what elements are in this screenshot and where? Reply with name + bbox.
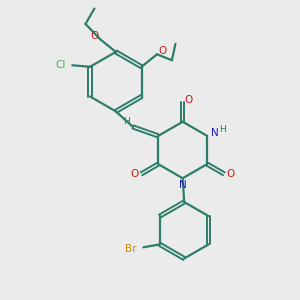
Text: N: N bbox=[179, 180, 187, 190]
Text: O: O bbox=[90, 31, 98, 41]
Text: H: H bbox=[123, 117, 130, 126]
Text: O: O bbox=[226, 169, 235, 179]
Text: Cl: Cl bbox=[56, 60, 66, 70]
Text: H: H bbox=[219, 125, 225, 134]
Text: N: N bbox=[211, 128, 218, 138]
Text: O: O bbox=[159, 46, 167, 56]
Text: O: O bbox=[184, 95, 192, 105]
Text: Br: Br bbox=[125, 244, 136, 254]
Text: O: O bbox=[131, 169, 139, 179]
